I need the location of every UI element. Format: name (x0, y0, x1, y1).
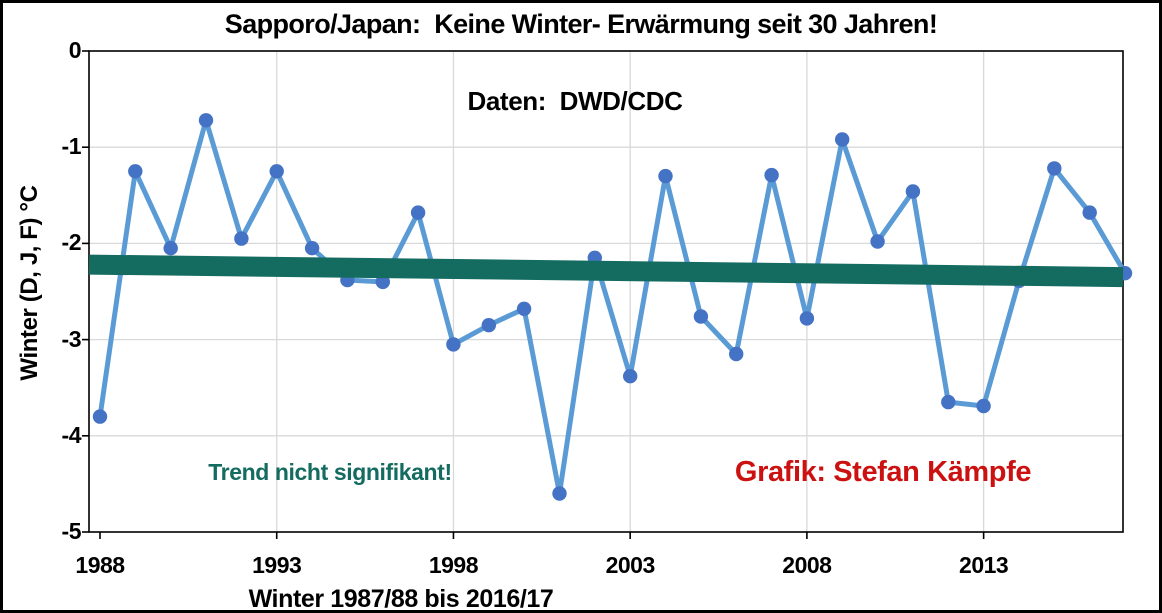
plot-area (82, 50, 1133, 539)
x-tick-label: 2008 (782, 552, 832, 578)
y-tick-label: -2 (61, 229, 82, 256)
data-point (658, 168, 673, 184)
data-point (693, 309, 709, 324)
data-point (976, 398, 991, 414)
x-tick-label: 1993 (252, 552, 302, 578)
y-tick-label: 0 (68, 37, 82, 63)
x-axis-title: Winter 1987/88 bis 2016/17 (248, 585, 554, 613)
data-point (375, 274, 390, 290)
y-tick-label: -4 (61, 421, 82, 448)
data-point (304, 241, 320, 256)
trend-line (88, 254, 1124, 288)
x-tick-label: 1988 (75, 552, 125, 578)
data-source-annotation: Daten: DWD/CDC (467, 86, 683, 116)
data-point (446, 337, 461, 352)
data-point (1082, 205, 1097, 220)
x-tick-label: 2003 (605, 552, 656, 578)
trend-note-annotation: Trend nicht signifikant! (208, 459, 452, 485)
data-point (764, 167, 779, 183)
temperature-line (97, 117, 1128, 496)
data-point (516, 301, 532, 316)
data-point (835, 132, 850, 147)
credit-annotation: Grafik: Stefan Kämpfe (734, 456, 1032, 488)
data-point (552, 486, 567, 501)
data-point (234, 231, 249, 246)
x-tick-label: 1998 (428, 552, 479, 578)
y-tick-label: -5 (61, 518, 82, 544)
plot-border (88, 50, 1124, 533)
data-point (623, 369, 638, 384)
data-point (799, 311, 815, 326)
data-point (128, 164, 143, 179)
data-point (163, 241, 178, 256)
data-point (729, 346, 744, 362)
data-point (198, 113, 214, 128)
data-point (941, 394, 956, 410)
y-tick-label: -3 (61, 325, 82, 352)
data-point (905, 184, 921, 199)
data-point (92, 409, 108, 424)
data-point (870, 234, 885, 249)
data-point (410, 205, 426, 220)
data-point (1047, 161, 1062, 176)
x-tick-label: 2013 (959, 552, 1009, 578)
chart-title: Sapporo/Japan: Keine Winter- Erwärmung s… (224, 9, 938, 39)
data-point (269, 164, 284, 179)
y-tick-label: -1 (61, 133, 82, 160)
data-point (481, 318, 496, 333)
